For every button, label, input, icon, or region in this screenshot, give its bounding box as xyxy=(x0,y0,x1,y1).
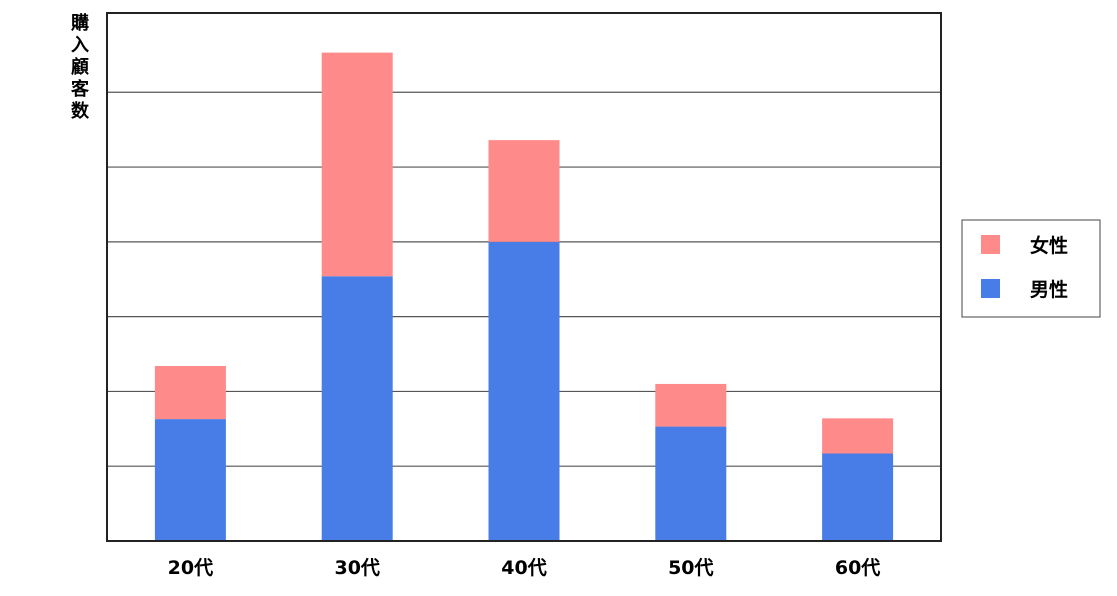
x-axis-tick-labels: 20代 30代 40代 50代 60代 xyxy=(168,557,881,579)
y-axis-label-char-1: 入 xyxy=(71,35,89,56)
bar-male-3 xyxy=(655,426,727,541)
bar-female-0 xyxy=(154,365,226,420)
x-tick-label-2: 40代 xyxy=(501,557,546,579)
bar-female-4 xyxy=(822,418,894,454)
legend-box xyxy=(961,219,1101,318)
y-axis-label-char-0: 購 xyxy=(70,12,89,34)
x-tick-label-4: 60代 xyxy=(835,557,880,579)
bar-male-4 xyxy=(822,453,894,541)
plot-area-frame xyxy=(106,12,942,542)
legend-label-0: 女性 xyxy=(1030,234,1068,257)
y-axis-label-char-3: 客 xyxy=(71,78,90,100)
bars xyxy=(154,52,894,541)
x-tick-label-1: 30代 xyxy=(334,557,379,579)
bar-male-0 xyxy=(154,419,226,541)
bar-female-3 xyxy=(655,383,727,427)
legend-swatch-1 xyxy=(981,279,1000,298)
bar-male-2 xyxy=(488,241,560,541)
x-tick-label-3: 50代 xyxy=(668,557,713,579)
legend-label-1: 男性 xyxy=(1030,278,1068,301)
y-axis-label-char-2: 顧 xyxy=(71,56,89,78)
legend-swatch-0 xyxy=(981,235,1000,254)
bar-female-2 xyxy=(488,140,560,242)
x-tick-label-0: 20代 xyxy=(168,557,213,579)
bar-male-1 xyxy=(321,276,393,541)
y-axis-label-char-4: 数 xyxy=(71,100,90,122)
bar-female-1 xyxy=(321,52,393,277)
